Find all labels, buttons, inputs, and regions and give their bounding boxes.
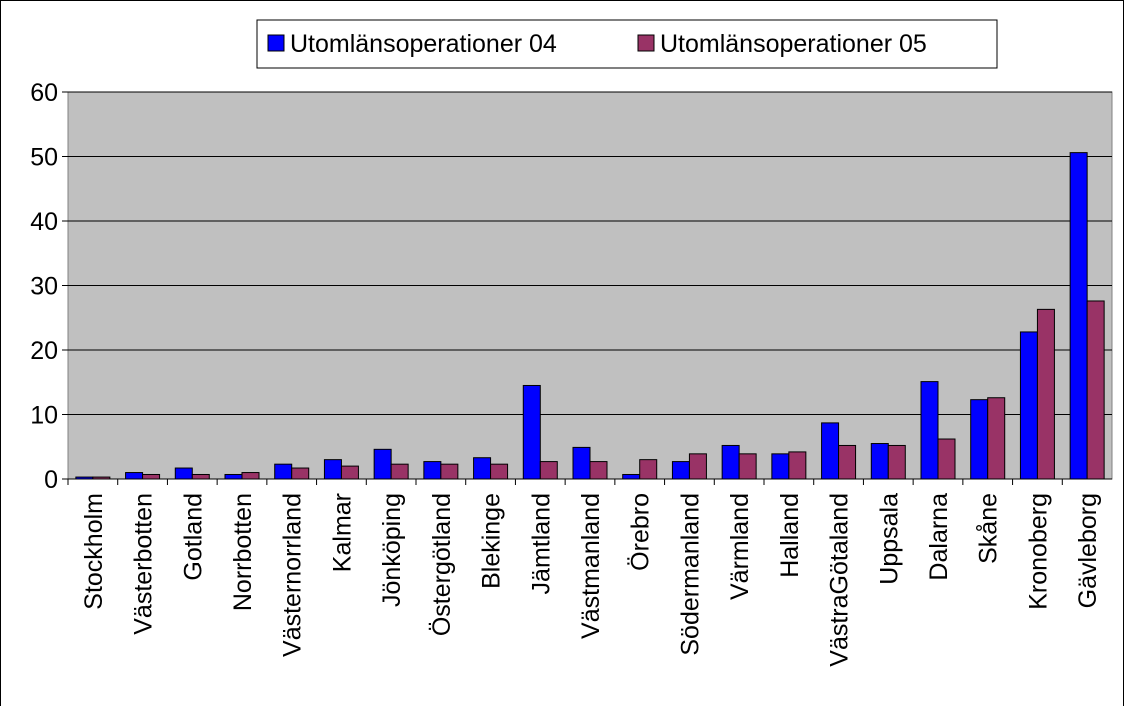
x-tick-label: Gävleborg <box>1074 493 1102 608</box>
bar <box>970 399 989 480</box>
bar <box>291 467 310 480</box>
x-tick-label: Örebro <box>627 493 655 571</box>
y-tick-label: 10 <box>30 402 58 430</box>
bar <box>323 459 342 480</box>
x-tick-label: Uppsala <box>875 493 903 585</box>
x-tick-label: Västmanland <box>577 493 605 639</box>
x-tick-label: Skåne <box>975 493 1003 564</box>
bar <box>1019 331 1038 480</box>
bar <box>821 422 840 480</box>
bar <box>191 473 210 480</box>
bar <box>423 461 442 480</box>
bar <box>539 461 558 480</box>
bar <box>92 476 111 480</box>
bar <box>490 463 509 480</box>
x-tick-label: Kalmar <box>328 493 356 572</box>
y-tick-label: 30 <box>30 273 58 301</box>
x-tick-label: Västerbotten <box>130 493 158 635</box>
bar <box>1036 308 1055 480</box>
x-tick-label: Kronoberg <box>1024 493 1052 610</box>
x-tick-label: Jönköping <box>378 493 406 607</box>
bar <box>373 448 392 480</box>
bar <box>920 381 939 480</box>
bar <box>937 438 956 480</box>
y-tick-label: 60 <box>30 79 58 107</box>
bar <box>390 463 409 480</box>
legend-swatch <box>637 34 655 52</box>
bar <box>1086 300 1105 480</box>
bar <box>75 476 94 480</box>
x-tick-label: Gotland <box>179 493 207 581</box>
bar <box>522 384 541 480</box>
y-tick-label: 40 <box>30 208 58 236</box>
bar <box>671 461 690 480</box>
bar <box>622 473 641 480</box>
bar <box>274 463 293 480</box>
bar <box>639 459 658 480</box>
bar <box>473 457 492 480</box>
x-tick-label: Värmland <box>726 493 754 600</box>
bar <box>1069 152 1088 480</box>
bar <box>125 472 144 480</box>
legend <box>256 19 998 69</box>
x-tick-label: Jämtland <box>527 493 555 594</box>
bar <box>771 453 790 480</box>
x-tick-label: Norrbotten <box>229 493 257 611</box>
x-tick-label: Blekinge <box>478 493 506 589</box>
x-tick-label: Stockholm <box>80 493 108 610</box>
bar <box>340 465 359 480</box>
bar <box>589 461 608 480</box>
bar <box>688 453 707 480</box>
x-tick-label: Västernorrland <box>279 493 307 657</box>
bar <box>738 453 757 480</box>
bar <box>887 444 906 480</box>
x-tick-label: VästraGötaland <box>826 493 854 667</box>
bar <box>788 451 807 480</box>
y-tick-label: 20 <box>30 337 58 365</box>
y-tick-label: 0 <box>44 466 58 494</box>
x-tick-label: Halland <box>776 493 804 578</box>
legend-label: Utomlänsoperationer 05 <box>660 30 927 58</box>
legend-swatch <box>267 34 285 52</box>
y-tick-label: 50 <box>30 144 58 172</box>
bar <box>174 467 193 480</box>
bar <box>440 463 459 480</box>
bar <box>241 472 260 480</box>
legend-label: Utomlänsoperationer 04 <box>290 30 557 58</box>
x-tick-label: Södermanland <box>676 493 704 656</box>
x-tick-label: Östergötland <box>428 493 456 636</box>
x-tick-label: Dalarna <box>925 493 953 581</box>
bar <box>838 444 857 480</box>
bar <box>870 443 889 480</box>
bar <box>721 444 740 480</box>
bar <box>142 473 161 480</box>
bar <box>987 397 1006 480</box>
bar <box>572 446 591 480</box>
bar <box>224 473 243 480</box>
